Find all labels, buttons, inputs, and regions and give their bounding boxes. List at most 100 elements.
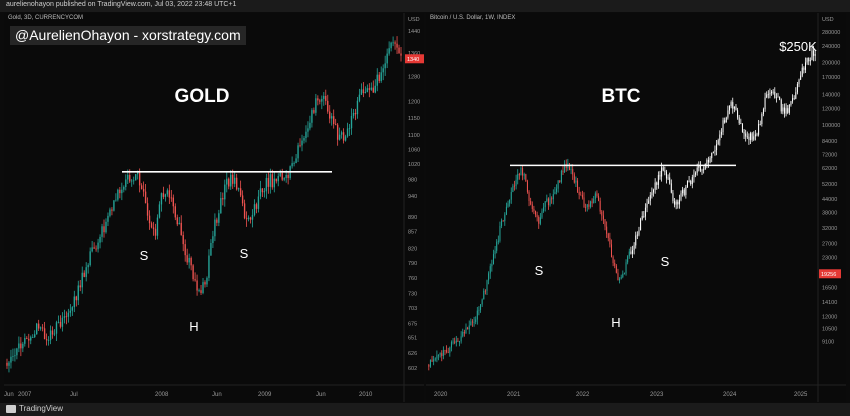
x-tick-label: 2021 bbox=[507, 392, 521, 398]
candle bbox=[656, 181, 658, 190]
candle bbox=[518, 172, 520, 180]
candle bbox=[601, 209, 603, 221]
candle bbox=[247, 215, 250, 222]
candle bbox=[336, 123, 339, 146]
candle bbox=[746, 131, 748, 140]
gold-chart-pane[interactable]: USD 602 626 651 675 703 730 760 790 820 857 890 940 9… bbox=[4, 13, 424, 402]
candle bbox=[93, 242, 95, 249]
candle bbox=[504, 212, 506, 226]
x-tick-label: 2024 bbox=[723, 392, 737, 398]
y-tick-label: 651 bbox=[408, 336, 417, 342]
candle bbox=[758, 119, 760, 137]
candle bbox=[712, 151, 714, 154]
candle bbox=[67, 308, 70, 323]
y-tick-label: 820 bbox=[408, 247, 417, 253]
candle bbox=[380, 66, 382, 83]
candle bbox=[557, 180, 559, 193]
candle bbox=[202, 277, 204, 295]
candle bbox=[226, 171, 228, 193]
candle bbox=[234, 171, 236, 188]
candle bbox=[463, 329, 465, 337]
candle bbox=[210, 239, 212, 256]
y-tick-label: 12000 bbox=[822, 314, 837, 320]
candle bbox=[785, 103, 787, 117]
y-tick-label: 626 bbox=[408, 351, 417, 357]
candle bbox=[257, 190, 260, 213]
candle bbox=[630, 246, 632, 255]
candle bbox=[554, 187, 556, 195]
candle bbox=[259, 180, 262, 200]
y-tick-label: 120000 bbox=[822, 107, 840, 113]
y-tick-label: 1150 bbox=[408, 116, 420, 122]
candle bbox=[640, 217, 642, 231]
candle bbox=[362, 82, 365, 98]
candle bbox=[780, 98, 782, 114]
candle bbox=[602, 210, 604, 225]
candle bbox=[795, 87, 797, 100]
candle bbox=[627, 255, 629, 265]
candle bbox=[382, 64, 384, 81]
candle bbox=[200, 285, 202, 295]
candle bbox=[719, 130, 721, 146]
candle bbox=[439, 352, 441, 358]
candle bbox=[441, 350, 443, 362]
candle bbox=[287, 171, 289, 185]
candle bbox=[632, 245, 634, 259]
candle bbox=[617, 268, 619, 281]
candle bbox=[669, 172, 671, 185]
y-tick-label: 27000 bbox=[822, 241, 837, 247]
candle bbox=[168, 184, 171, 204]
candle bbox=[460, 331, 462, 344]
candle bbox=[325, 89, 327, 105]
candle bbox=[444, 349, 446, 356]
candle bbox=[297, 142, 299, 163]
candle bbox=[473, 316, 475, 327]
candle bbox=[476, 306, 478, 325]
candle bbox=[465, 323, 467, 334]
candle bbox=[748, 133, 750, 145]
y-tick-label: 1020 bbox=[408, 162, 420, 168]
candle bbox=[390, 41, 392, 52]
candle bbox=[577, 177, 579, 194]
candle bbox=[245, 211, 248, 227]
candle bbox=[496, 239, 498, 254]
gold-chart[interactable]: USD 602 626 651 675 703 730 760 790 820 857 890 940 9… bbox=[4, 13, 424, 402]
candle bbox=[678, 194, 680, 209]
candle bbox=[376, 68, 378, 92]
published-text: aurelienohayon published on TradingView.… bbox=[6, 1, 237, 8]
candle bbox=[578, 186, 580, 200]
candle bbox=[135, 173, 137, 181]
candle bbox=[559, 180, 561, 183]
candle bbox=[707, 156, 709, 168]
candle bbox=[160, 192, 163, 212]
y-tick-label: 62000 bbox=[822, 166, 837, 172]
btc-chart-pane[interactable]: USD 9100 10500 12000 14100 16500 23000 27000 320… bbox=[426, 13, 846, 402]
candle bbox=[346, 122, 349, 138]
candle bbox=[249, 216, 252, 224]
candle bbox=[61, 312, 64, 332]
candle bbox=[625, 259, 627, 276]
x-tick-label: Jun bbox=[4, 392, 14, 398]
candle bbox=[103, 219, 105, 238]
candle bbox=[77, 280, 79, 306]
candle bbox=[350, 108, 353, 135]
candle bbox=[295, 154, 297, 164]
candle bbox=[499, 221, 501, 243]
candle bbox=[75, 295, 77, 307]
candle bbox=[255, 202, 258, 214]
y-tick-label: 10500 bbox=[822, 326, 837, 332]
candle bbox=[30, 335, 32, 345]
candle bbox=[513, 180, 515, 191]
candle bbox=[154, 223, 157, 240]
candle bbox=[41, 324, 44, 332]
candle bbox=[777, 92, 779, 98]
candle bbox=[261, 188, 264, 197]
candle bbox=[648, 196, 650, 204]
btc-chart[interactable]: USD 9100 10500 12000 14100 16500 23000 27000 320… bbox=[426, 13, 846, 402]
candle bbox=[360, 83, 363, 95]
y-tick-label: 1100 bbox=[408, 133, 420, 139]
candle bbox=[693, 169, 695, 183]
candle bbox=[303, 136, 305, 144]
candle bbox=[792, 94, 794, 104]
candle bbox=[533, 205, 535, 215]
